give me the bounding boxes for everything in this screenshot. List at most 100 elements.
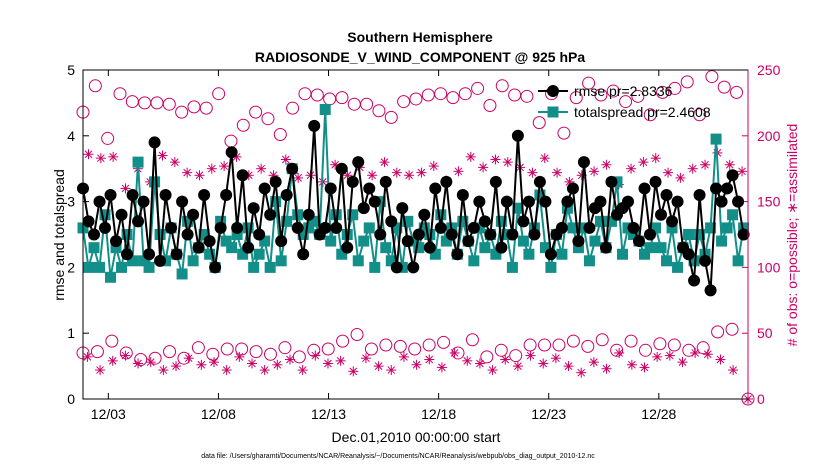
rmse-point	[517, 215, 530, 228]
assimilated-obs-marker	[650, 153, 661, 164]
totalspread-point	[198, 229, 210, 240]
assimilated-obs-marker	[234, 351, 245, 362]
totalspread-point	[380, 242, 392, 254]
possible-obs-marker	[631, 89, 645, 103]
possible-obs-marker	[397, 95, 411, 109]
totalspread-point	[534, 189, 546, 201]
possible-obs-marker	[350, 328, 364, 342]
assimilated-obs-marker	[449, 347, 460, 358]
possible-obs-marker	[191, 341, 205, 355]
assimilated-obs-marker	[664, 350, 675, 361]
totalspread-point	[572, 242, 584, 254]
totalspread-point	[204, 248, 216, 260]
rmse-point	[704, 284, 717, 297]
rmse-point	[638, 182, 651, 195]
assimilated-obs-marker	[474, 358, 485, 369]
x-axis: 12/03 12/08 12/13 12/18 12/23 12/28	[91, 70, 677, 422]
possible-obs-marker	[372, 104, 386, 118]
x-tick-label: 12/18	[421, 406, 456, 422]
assimilated-obs-marker	[322, 358, 333, 369]
assimilated-obs-marker	[576, 367, 587, 378]
totalspread-point	[683, 229, 695, 240]
totalspread-point	[319, 103, 331, 115]
totalspread-point	[110, 242, 122, 254]
assimilated-obs-marker	[209, 357, 220, 368]
assimilated-obs-marker	[157, 150, 168, 161]
possible-obs-marker	[680, 75, 694, 89]
rmse-point	[165, 221, 178, 234]
rmse-point	[181, 228, 194, 241]
rmse-point	[242, 241, 255, 254]
possible-obs-marker	[595, 333, 609, 347]
assimilated-obs-marker	[525, 350, 536, 361]
totalspread-point	[297, 229, 309, 240]
assimilated-obs-marker	[552, 167, 563, 178]
possible-obs-marker	[667, 338, 681, 352]
rmse-point	[528, 228, 541, 241]
totalspread-point	[105, 271, 117, 283]
rmse-point	[374, 228, 387, 241]
rmse-point	[379, 175, 392, 188]
assimilated-obs-marker	[478, 162, 489, 173]
rmse-point	[583, 221, 596, 234]
totalspread-point	[661, 255, 673, 267]
rmse-point	[688, 274, 701, 287]
assimilated-obs-markers	[82, 147, 753, 404]
legend-spread-label: totalspread pr=2.4608	[574, 104, 711, 120]
rmse-point	[495, 241, 508, 254]
possible-obs-marker	[624, 334, 638, 348]
rmse-point	[137, 195, 150, 208]
assimilated-obs-marker	[527, 167, 538, 178]
data-file-footer: data file: /Users/gharamti/Documents/NCA…	[201, 453, 595, 460]
possible-obs-marker	[335, 91, 349, 105]
rmse-point	[286, 162, 299, 175]
assimilated-obs-marker	[675, 172, 686, 183]
assimilated-obs-marker	[145, 357, 156, 368]
y-tick-right-label: 100	[757, 259, 781, 275]
assimilated-obs-marker	[589, 166, 600, 177]
rmse-point	[462, 235, 475, 248]
y-tick-left-label: 4	[67, 128, 75, 144]
assimilated-obs-marker	[502, 157, 513, 168]
assimilated-obs-marker	[690, 347, 701, 358]
rmse-point	[324, 182, 337, 195]
rmse-point	[214, 221, 227, 234]
possible-obs-marker	[619, 95, 633, 109]
chart-title: Southern Hemisphere	[347, 29, 493, 45]
x-tick-label: 12/13	[311, 406, 346, 422]
possible-obs-marker	[273, 127, 287, 141]
assimilated-obs-marker	[120, 350, 131, 361]
rmse-point	[396, 202, 409, 215]
possible-obs-marker	[437, 335, 451, 349]
rmse-point	[302, 208, 315, 221]
rmse-point	[363, 182, 376, 195]
totalspread-point	[583, 255, 595, 267]
assimilated-obs-marker	[539, 153, 550, 164]
totalspread-point	[589, 235, 601, 247]
rmse-point	[390, 261, 403, 274]
rmse-point	[682, 248, 695, 261]
assimilated-obs-marker	[108, 151, 119, 162]
rmse-point	[633, 235, 646, 248]
assimilated-obs-marker	[638, 157, 649, 168]
assimilated-obs-marker	[601, 363, 612, 374]
rmse-point	[522, 195, 535, 208]
rmse-point	[297, 248, 310, 261]
possible-obs-marker	[163, 345, 177, 359]
totalspread-point	[231, 229, 243, 240]
assimilated-obs-marker	[272, 359, 283, 370]
rmse-point	[203, 235, 216, 248]
possible-obs-marker	[307, 343, 321, 357]
possible-obs-marker	[471, 81, 485, 95]
rmse-point	[220, 189, 233, 202]
assimilated-obs-marker	[453, 166, 464, 177]
totalspread-point	[275, 255, 287, 267]
possible-obs-marker	[422, 338, 436, 352]
rmse-point	[467, 221, 480, 234]
rmse-point	[335, 162, 348, 175]
totalspread-point	[237, 248, 249, 260]
totalspread-point	[545, 261, 557, 273]
possible-obs-marker	[393, 339, 407, 353]
assimilated-obs-marker	[626, 163, 637, 174]
assimilated-obs-marker	[171, 361, 182, 372]
